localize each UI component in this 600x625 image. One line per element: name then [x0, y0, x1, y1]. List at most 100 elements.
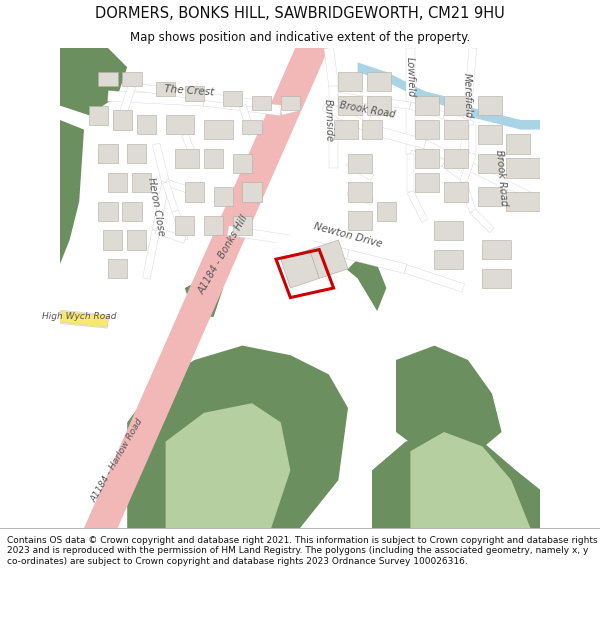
Polygon shape — [347, 250, 407, 274]
Polygon shape — [113, 111, 132, 129]
Polygon shape — [410, 432, 530, 528]
Polygon shape — [482, 269, 511, 288]
Polygon shape — [444, 120, 468, 139]
Text: DORMERS, BONKS HILL, SAWBRIDGEWORTH, CM21 9HU: DORMERS, BONKS HILL, SAWBRIDGEWORTH, CM2… — [95, 6, 505, 21]
Polygon shape — [322, 101, 374, 134]
Polygon shape — [407, 191, 428, 222]
Polygon shape — [164, 179, 196, 195]
Polygon shape — [185, 182, 204, 202]
Text: Burnside: Burnside — [323, 98, 335, 142]
Polygon shape — [122, 72, 142, 86]
Polygon shape — [506, 192, 540, 211]
Polygon shape — [434, 221, 463, 240]
Polygon shape — [371, 98, 411, 109]
Polygon shape — [127, 346, 348, 528]
Polygon shape — [172, 210, 188, 241]
Polygon shape — [163, 181, 178, 213]
Polygon shape — [262, 231, 386, 346]
Polygon shape — [442, 161, 466, 181]
Text: Brook Road: Brook Road — [494, 149, 509, 206]
Polygon shape — [175, 216, 194, 235]
Text: A1184 - Harlow Road: A1184 - Harlow Road — [90, 418, 145, 504]
Polygon shape — [127, 231, 146, 249]
Polygon shape — [362, 120, 382, 139]
Polygon shape — [347, 189, 373, 205]
Polygon shape — [204, 120, 233, 139]
Polygon shape — [252, 96, 271, 111]
Polygon shape — [346, 161, 374, 181]
Polygon shape — [98, 144, 118, 163]
Text: The Crest: The Crest — [164, 84, 215, 98]
Polygon shape — [470, 209, 494, 232]
Polygon shape — [127, 144, 146, 163]
Polygon shape — [281, 96, 300, 111]
Polygon shape — [443, 112, 474, 128]
Polygon shape — [156, 82, 175, 96]
Polygon shape — [338, 259, 386, 312]
Polygon shape — [155, 228, 186, 243]
Polygon shape — [132, 173, 151, 192]
Text: Lowfield: Lowfield — [404, 56, 416, 98]
Polygon shape — [103, 231, 122, 249]
Polygon shape — [334, 120, 358, 139]
Polygon shape — [348, 154, 372, 173]
Polygon shape — [409, 150, 445, 167]
Text: Contains OS data © Crown copyright and database right 2021. This information is : Contains OS data © Crown copyright and d… — [7, 536, 598, 566]
Polygon shape — [409, 102, 445, 119]
Polygon shape — [415, 173, 439, 192]
Polygon shape — [289, 236, 349, 259]
Polygon shape — [371, 125, 426, 149]
Polygon shape — [143, 229, 160, 279]
Polygon shape — [478, 188, 502, 206]
Polygon shape — [367, 96, 391, 115]
Polygon shape — [348, 211, 372, 231]
Polygon shape — [166, 403, 290, 528]
Polygon shape — [338, 72, 362, 91]
Polygon shape — [460, 181, 476, 213]
Polygon shape — [165, 88, 272, 109]
Polygon shape — [404, 265, 464, 292]
Polygon shape — [239, 104, 256, 136]
Text: Heron Close: Heron Close — [146, 176, 166, 236]
Polygon shape — [122, 202, 142, 221]
Polygon shape — [60, 120, 84, 264]
Polygon shape — [396, 346, 502, 461]
Polygon shape — [444, 182, 468, 202]
Polygon shape — [444, 96, 468, 115]
Polygon shape — [444, 149, 468, 168]
Polygon shape — [415, 149, 439, 168]
Polygon shape — [310, 240, 348, 278]
Polygon shape — [281, 249, 319, 288]
Polygon shape — [367, 72, 391, 91]
Polygon shape — [415, 120, 439, 139]
Polygon shape — [406, 48, 415, 154]
Polygon shape — [84, 48, 329, 528]
Polygon shape — [185, 86, 204, 101]
Polygon shape — [152, 143, 169, 183]
Polygon shape — [372, 432, 540, 528]
Polygon shape — [204, 216, 223, 235]
Polygon shape — [407, 154, 414, 192]
Polygon shape — [482, 240, 511, 259]
Polygon shape — [324, 48, 338, 87]
Polygon shape — [227, 226, 291, 245]
Polygon shape — [119, 85, 136, 116]
Polygon shape — [415, 96, 439, 115]
Polygon shape — [460, 48, 476, 164]
Polygon shape — [338, 92, 373, 104]
Polygon shape — [108, 259, 127, 278]
Polygon shape — [59, 310, 109, 328]
Polygon shape — [185, 278, 223, 317]
Polygon shape — [108, 173, 127, 192]
Polygon shape — [98, 72, 118, 86]
Polygon shape — [152, 182, 169, 231]
Polygon shape — [329, 86, 338, 168]
Polygon shape — [506, 158, 540, 177]
Text: High Wych Road: High Wych Road — [42, 312, 116, 321]
Text: Merefield: Merefield — [462, 73, 474, 119]
Polygon shape — [214, 188, 233, 206]
Polygon shape — [460, 152, 476, 184]
Polygon shape — [280, 101, 301, 115]
Polygon shape — [89, 106, 108, 125]
Text: Newton Drive: Newton Drive — [313, 221, 383, 249]
